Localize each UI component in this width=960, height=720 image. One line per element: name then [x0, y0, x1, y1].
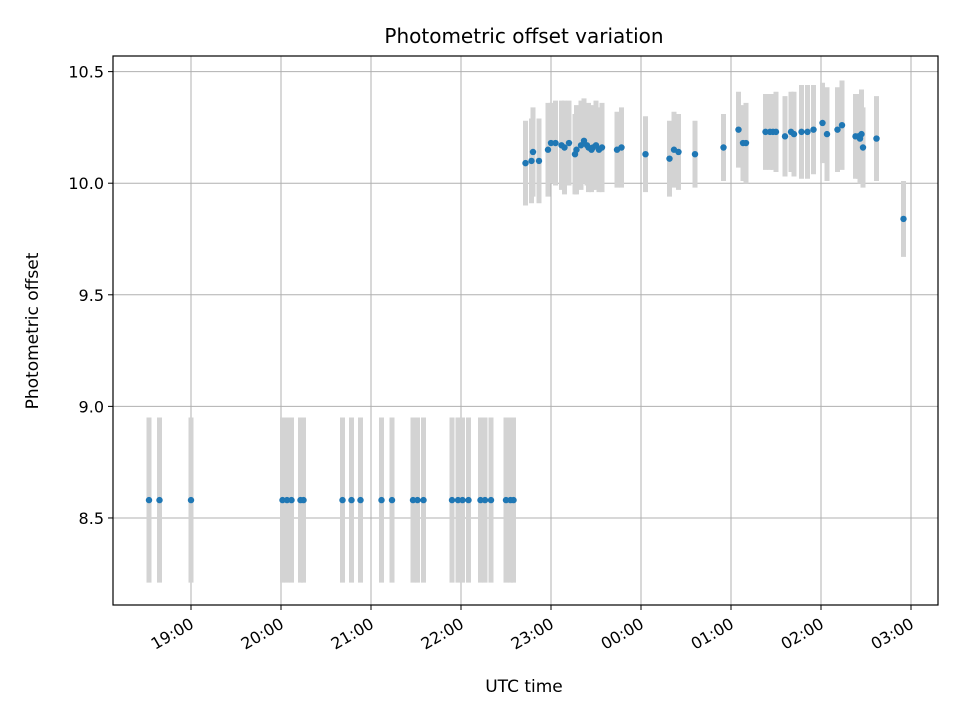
- data-point: [481, 496, 489, 504]
- data-point: [675, 148, 682, 156]
- data-point: [742, 139, 750, 147]
- x-axis-title: UTC time: [485, 677, 563, 697]
- data-point: [279, 496, 286, 504]
- y-axis-title: Photometric offset: [23, 252, 43, 409]
- data-point: [573, 146, 580, 153]
- data-point: [873, 135, 880, 142]
- data-point: [487, 496, 495, 504]
- data-point: [810, 126, 817, 133]
- data-point: [618, 144, 625, 151]
- data-point: [348, 496, 355, 504]
- data-point: [420, 496, 427, 504]
- data-point: [477, 496, 484, 504]
- data-point: [834, 126, 841, 133]
- y-tick-label: 9.5: [79, 286, 104, 305]
- data-point: [465, 496, 472, 504]
- data-point: [720, 144, 727, 151]
- data-point: [409, 496, 417, 504]
- data-point: [565, 139, 573, 147]
- chart-title: Photometric offset variation: [384, 24, 663, 48]
- data-point: [388, 496, 396, 504]
- data-point: [529, 148, 537, 156]
- data-point: [378, 496, 385, 504]
- data-point: [448, 496, 456, 504]
- data-point: [642, 150, 649, 158]
- data-point: [283, 496, 291, 504]
- data-point: [510, 496, 517, 504]
- data-point: [858, 130, 865, 138]
- data-point: [819, 119, 826, 127]
- data-point: [772, 128, 780, 136]
- data-point: [859, 144, 867, 151]
- y-tick-label: 8.5: [79, 509, 104, 528]
- data-point: [561, 144, 568, 151]
- data-point: [781, 133, 789, 140]
- y-tick-label: 9.0: [79, 397, 104, 416]
- data-point: [535, 157, 543, 165]
- data-point: [598, 144, 606, 151]
- data-point: [691, 150, 699, 158]
- data-point: [357, 496, 364, 504]
- plot-frame: [112, 55, 939, 606]
- data-point: [156, 496, 163, 504]
- data-point: [454, 496, 462, 504]
- data-point: [762, 128, 769, 136]
- data-point: [502, 496, 510, 504]
- data-point: [666, 155, 673, 162]
- data-point: [823, 130, 831, 138]
- y-tick-label: 10.5: [68, 63, 104, 82]
- data-point: [552, 139, 559, 147]
- data-point: [790, 130, 798, 138]
- data-point: [414, 496, 421, 504]
- data-point: [547, 139, 555, 147]
- data-point: [735, 126, 742, 133]
- data-point: [459, 496, 466, 504]
- y-tick-label: 10.0: [68, 174, 104, 193]
- y-axis-ticks: 8.5 9.0 9.5 10.0 10.5: [68, 63, 113, 528]
- data-point: [187, 496, 195, 504]
- data-point: [798, 128, 805, 136]
- data-point: [288, 496, 295, 504]
- data-points: [145, 119, 907, 504]
- data-point: [544, 146, 552, 153]
- data-point: [900, 215, 907, 223]
- data-point: [838, 121, 846, 129]
- data-point: [522, 159, 529, 167]
- data-point: [300, 496, 307, 504]
- data-point: [804, 128, 811, 136]
- data-point: [528, 157, 535, 165]
- data-point: [145, 496, 153, 504]
- data-point: [339, 496, 346, 504]
